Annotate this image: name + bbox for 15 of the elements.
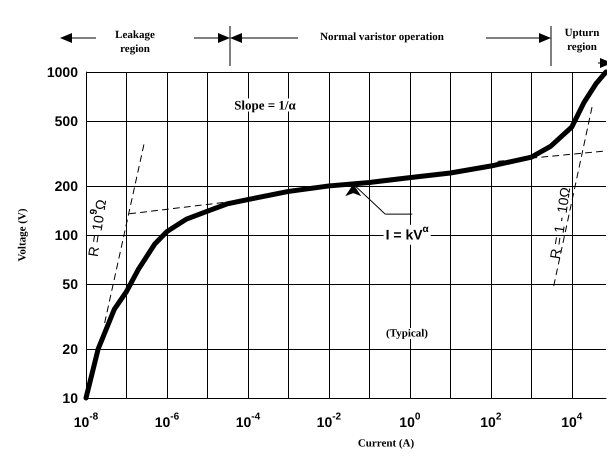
y-tick-label: 10	[62, 390, 78, 406]
y-tick-label: 20	[62, 340, 78, 357]
text: Upturn region	[564, 27, 600, 53]
y-tick-label: 1000	[46, 64, 78, 80]
annotation: Slope = 1/α	[234, 98, 297, 112]
text: Normal varistor operation	[320, 31, 444, 43]
annotation: (Typical)	[386, 328, 428, 340]
text: Leakage region	[115, 29, 155, 55]
y-tick-label: 500	[54, 113, 78, 130]
annotation: R = 1 - 10Ω	[546, 186, 574, 260]
y-tick-label: 100	[54, 227, 78, 243]
y-tick-label: 50	[62, 276, 78, 292]
x-axis-title: Current (A)	[358, 438, 414, 450]
y-tick-label: 200	[54, 178, 78, 194]
y-axis-title: Voltage (V)	[16, 208, 28, 262]
